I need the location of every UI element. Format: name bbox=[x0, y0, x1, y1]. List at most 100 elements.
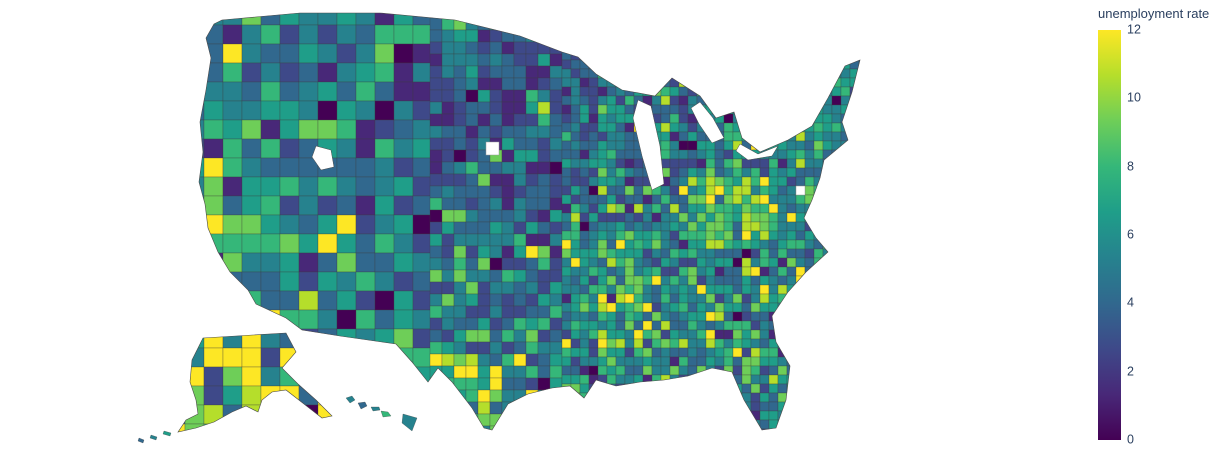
county[interactable] bbox=[777, 6, 788, 16]
county[interactable] bbox=[588, 401, 599, 412]
county[interactable] bbox=[759, 320, 770, 331]
county[interactable] bbox=[597, 32, 608, 43]
county[interactable] bbox=[561, 23, 572, 34]
county[interactable] bbox=[759, 257, 770, 268]
county[interactable] bbox=[642, 230, 653, 241]
county[interactable] bbox=[588, 392, 599, 403]
county[interactable] bbox=[429, 233, 443, 247]
county[interactable] bbox=[804, 77, 815, 88]
county[interactable] bbox=[678, 23, 689, 34]
county[interactable] bbox=[441, 29, 455, 43]
county[interactable] bbox=[525, 425, 539, 438]
county[interactable] bbox=[804, 365, 815, 376]
county[interactable] bbox=[147, 291, 166, 310]
county[interactable] bbox=[606, 176, 617, 187]
county[interactable] bbox=[840, 410, 851, 421]
county[interactable] bbox=[525, 53, 539, 67]
county[interactable] bbox=[549, 53, 563, 67]
county[interactable] bbox=[840, 365, 851, 376]
county[interactable] bbox=[429, 209, 443, 223]
county[interactable] bbox=[868, 393, 877, 402]
county[interactable] bbox=[651, 68, 662, 79]
county[interactable] bbox=[750, 338, 761, 349]
county[interactable] bbox=[642, 419, 653, 430]
county[interactable] bbox=[128, 63, 147, 82]
county[interactable] bbox=[441, 389, 455, 403]
county[interactable] bbox=[732, 59, 743, 70]
county[interactable] bbox=[768, 212, 779, 223]
county[interactable] bbox=[561, 131, 572, 142]
county[interactable] bbox=[696, 392, 707, 403]
county[interactable] bbox=[777, 284, 788, 295]
county[interactable] bbox=[570, 410, 581, 421]
county[interactable] bbox=[687, 212, 698, 223]
county[interactable] bbox=[868, 96, 877, 105]
county[interactable] bbox=[678, 410, 689, 421]
county[interactable] bbox=[185, 443, 204, 450]
county[interactable] bbox=[768, 401, 779, 412]
county[interactable] bbox=[687, 6, 698, 16]
county[interactable] bbox=[615, 140, 626, 151]
county[interactable] bbox=[742, 438, 751, 447]
county[interactable] bbox=[441, 293, 455, 307]
county[interactable] bbox=[705, 59, 716, 70]
county[interactable] bbox=[549, 413, 563, 427]
county[interactable] bbox=[858, 167, 868, 178]
county[interactable] bbox=[588, 14, 599, 25]
county[interactable] bbox=[804, 320, 815, 331]
county[interactable] bbox=[813, 392, 824, 403]
county[interactable] bbox=[777, 239, 788, 250]
county[interactable] bbox=[561, 275, 572, 286]
county[interactable] bbox=[678, 95, 689, 106]
county[interactable] bbox=[412, 385, 433, 406]
county[interactable] bbox=[858, 221, 868, 232]
county[interactable] bbox=[633, 230, 644, 241]
county[interactable] bbox=[588, 194, 599, 205]
county[interactable] bbox=[501, 317, 515, 331]
county[interactable] bbox=[413, 443, 432, 450]
county[interactable] bbox=[453, 425, 467, 438]
county[interactable] bbox=[813, 158, 824, 169]
county[interactable] bbox=[147, 386, 166, 405]
county[interactable] bbox=[561, 239, 572, 250]
county[interactable] bbox=[606, 392, 617, 403]
county[interactable] bbox=[723, 122, 734, 133]
county[interactable] bbox=[525, 197, 539, 211]
county[interactable] bbox=[570, 320, 581, 331]
county[interactable] bbox=[660, 149, 671, 160]
county[interactable] bbox=[374, 6, 395, 26]
county[interactable] bbox=[525, 281, 539, 295]
county[interactable] bbox=[501, 197, 515, 211]
county[interactable] bbox=[750, 176, 761, 187]
county[interactable] bbox=[759, 212, 770, 223]
county[interactable] bbox=[441, 209, 455, 223]
county[interactable] bbox=[465, 233, 479, 247]
county[interactable] bbox=[849, 104, 860, 115]
county[interactable] bbox=[849, 158, 860, 169]
county[interactable] bbox=[651, 329, 662, 340]
county[interactable] bbox=[696, 59, 707, 70]
county[interactable] bbox=[813, 32, 824, 43]
county[interactable] bbox=[429, 377, 443, 391]
county[interactable] bbox=[868, 330, 877, 339]
county[interactable] bbox=[669, 221, 680, 232]
county[interactable] bbox=[759, 383, 770, 394]
county[interactable] bbox=[615, 6, 626, 16]
county[interactable] bbox=[831, 383, 842, 394]
county[interactable] bbox=[777, 23, 788, 34]
county[interactable] bbox=[588, 23, 599, 34]
county[interactable] bbox=[537, 65, 551, 79]
county[interactable] bbox=[588, 176, 599, 187]
county[interactable] bbox=[696, 383, 707, 394]
county[interactable] bbox=[831, 320, 842, 331]
county[interactable] bbox=[858, 113, 868, 124]
county[interactable] bbox=[660, 356, 671, 367]
county[interactable] bbox=[849, 131, 860, 142]
county[interactable] bbox=[669, 149, 680, 160]
county[interactable] bbox=[184, 24, 205, 45]
county[interactable] bbox=[777, 158, 788, 169]
county[interactable] bbox=[741, 347, 752, 358]
county[interactable] bbox=[642, 203, 653, 214]
county[interactable] bbox=[336, 328, 357, 349]
county[interactable] bbox=[597, 266, 608, 277]
